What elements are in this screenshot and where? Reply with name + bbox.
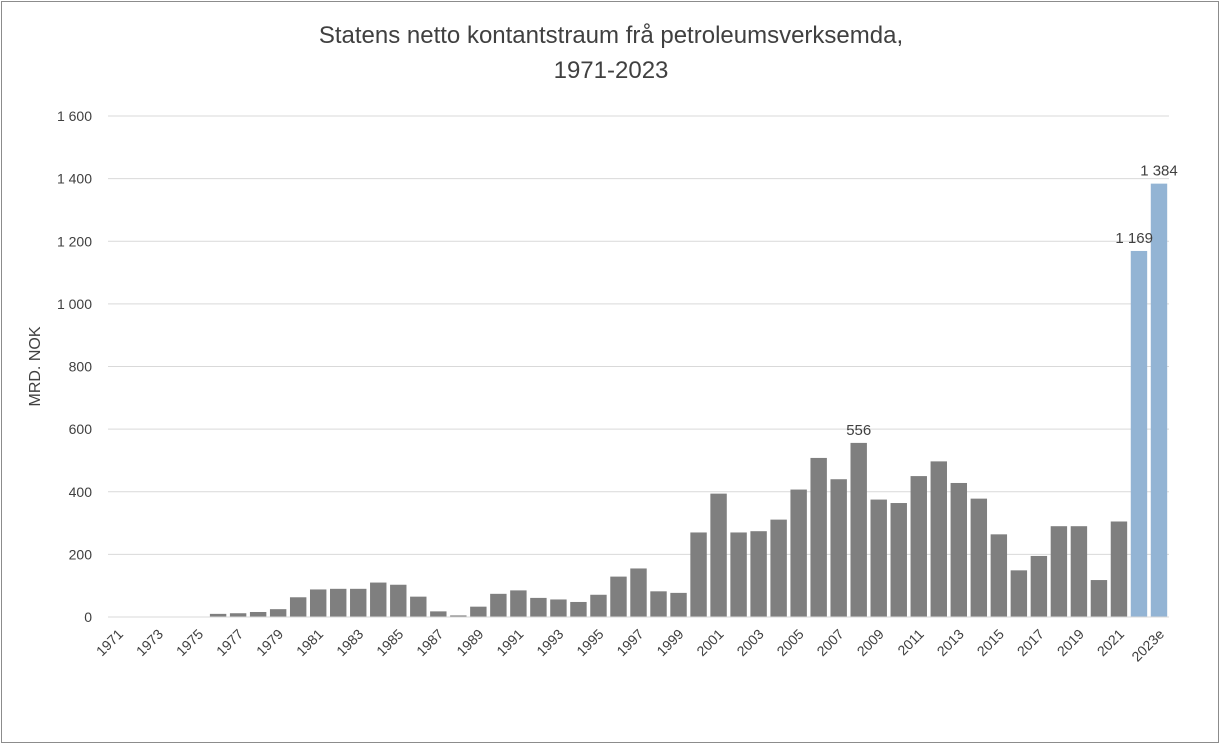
bar	[690, 532, 707, 617]
x-tick-label: 1977	[213, 626, 246, 659]
x-tick-label: 1985	[373, 626, 406, 659]
x-tick-label: 2023e	[1128, 626, 1167, 665]
bar	[990, 534, 1008, 617]
bar	[950, 482, 968, 617]
bar	[610, 576, 627, 617]
x-tick-label: 1993	[533, 626, 566, 659]
bar	[490, 593, 507, 617]
bar	[630, 568, 647, 617]
bar	[850, 442, 867, 617]
bar	[330, 588, 347, 617]
x-tick-label: 1987	[413, 626, 446, 659]
bar	[1150, 183, 1168, 617]
bar	[670, 592, 687, 617]
y-tick-label: 1 600	[57, 108, 92, 124]
x-tick-label: 2007	[813, 626, 846, 659]
y-axis-label: MRD. NOK	[27, 326, 44, 406]
bar	[590, 594, 607, 617]
bar	[229, 613, 247, 617]
chart-title-line1: Statens netto kontantstraum frå petroleu…	[318, 22, 904, 49]
x-tick-label: 1989	[453, 626, 486, 659]
bar	[570, 601, 587, 617]
bar	[730, 532, 747, 617]
bar	[430, 611, 447, 617]
bar	[710, 493, 727, 617]
x-tick-label: 2011	[894, 626, 927, 659]
bar	[390, 584, 407, 617]
x-tick-label: 2017	[1014, 626, 1047, 659]
bar	[1030, 555, 1048, 617]
bar	[790, 489, 807, 617]
x-tick-label: 1999	[653, 626, 686, 659]
y-tick-label: 800	[69, 359, 93, 375]
data-label: 556	[846, 422, 871, 439]
x-tick-label: 2001	[693, 626, 726, 659]
bar	[289, 597, 307, 617]
x-tick-label: 1997	[613, 626, 646, 659]
bar	[470, 606, 487, 617]
bar	[930, 461, 947, 617]
data-label: 1 384	[1140, 163, 1178, 180]
x-tick-label: 2015	[974, 626, 1007, 659]
bar	[370, 582, 387, 617]
x-tick-label: 2013	[934, 626, 967, 659]
x-tick-label: 1981	[293, 626, 326, 659]
bar	[1050, 526, 1068, 617]
bar	[910, 476, 927, 617]
bar	[209, 613, 227, 617]
bar	[309, 589, 327, 617]
bar	[970, 498, 988, 617]
bar	[1010, 570, 1028, 617]
bar	[249, 611, 267, 617]
bar	[650, 591, 667, 617]
y-tick-label: 1 200	[57, 233, 92, 249]
x-tick-label: 2021	[1094, 626, 1127, 659]
y-tick-label: 600	[69, 421, 93, 437]
x-tick-label: 2019	[1054, 626, 1087, 659]
bar	[510, 590, 527, 617]
bar	[770, 519, 787, 617]
bar	[750, 531, 767, 617]
data-label: 1 169	[1115, 230, 1153, 247]
x-tick-label: 1995	[573, 626, 606, 659]
x-tick-label: 1979	[253, 626, 286, 659]
x-tick-label: 2003	[733, 626, 766, 659]
bar	[1130, 250, 1148, 617]
bar	[410, 596, 427, 617]
bar	[830, 479, 847, 617]
bar	[1070, 526, 1088, 617]
bar	[890, 503, 907, 617]
x-tick-label: 1991	[493, 626, 526, 659]
bar	[550, 599, 567, 617]
x-tick-label: 1971	[93, 626, 126, 659]
bar	[870, 499, 887, 617]
y-tick-label: 0	[84, 609, 92, 625]
y-tick-label: 400	[69, 484, 93, 500]
bar	[810, 457, 827, 617]
chart-title-line2: 1971-2023	[553, 57, 669, 84]
x-tick-label: 1973	[133, 626, 166, 659]
x-tick-label: 2005	[773, 626, 806, 659]
x-tick-label: 2009	[854, 626, 887, 659]
bar	[269, 609, 287, 617]
bar	[1090, 580, 1108, 617]
y-tick-label: 1 000	[57, 296, 92, 312]
bar	[530, 597, 547, 617]
y-tick-label: 1 400	[57, 171, 92, 187]
bar	[450, 615, 467, 617]
x-tick-label: 1983	[333, 626, 366, 659]
bar	[1110, 521, 1128, 617]
bar	[350, 588, 367, 617]
x-tick-label: 1975	[173, 626, 206, 659]
y-tick-label: 200	[69, 546, 93, 562]
